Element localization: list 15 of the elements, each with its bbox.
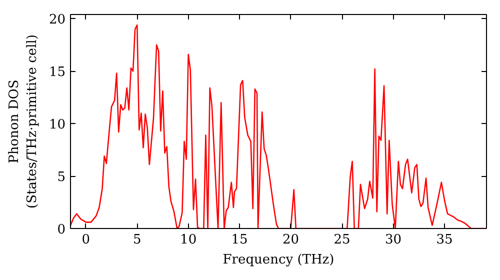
x-tick-label: 25 [334, 232, 350, 248]
y-tick-label: 20 [48, 12, 66, 28]
y-tick-label: 5 [57, 170, 66, 186]
x-tick-label: 30 [384, 232, 402, 248]
x-tick-label: 20 [282, 232, 300, 248]
y-axis-title: Phonon DOS (States/THz·primitive cell) [6, 34, 40, 208]
x-tick-label: 0 [82, 232, 90, 248]
x-tick-label: 15 [231, 232, 248, 248]
y-tick-label: 0 [57, 222, 66, 238]
x-axis-title: Frequency (THz) [222, 252, 334, 268]
x-tick-label: 35 [436, 232, 453, 248]
y-tick-label: 10 [48, 118, 66, 133]
x-tick-label: 10 [180, 232, 197, 248]
y-tick-label: 15 [48, 65, 66, 80]
x-tick-label: 5 [132, 232, 142, 248]
